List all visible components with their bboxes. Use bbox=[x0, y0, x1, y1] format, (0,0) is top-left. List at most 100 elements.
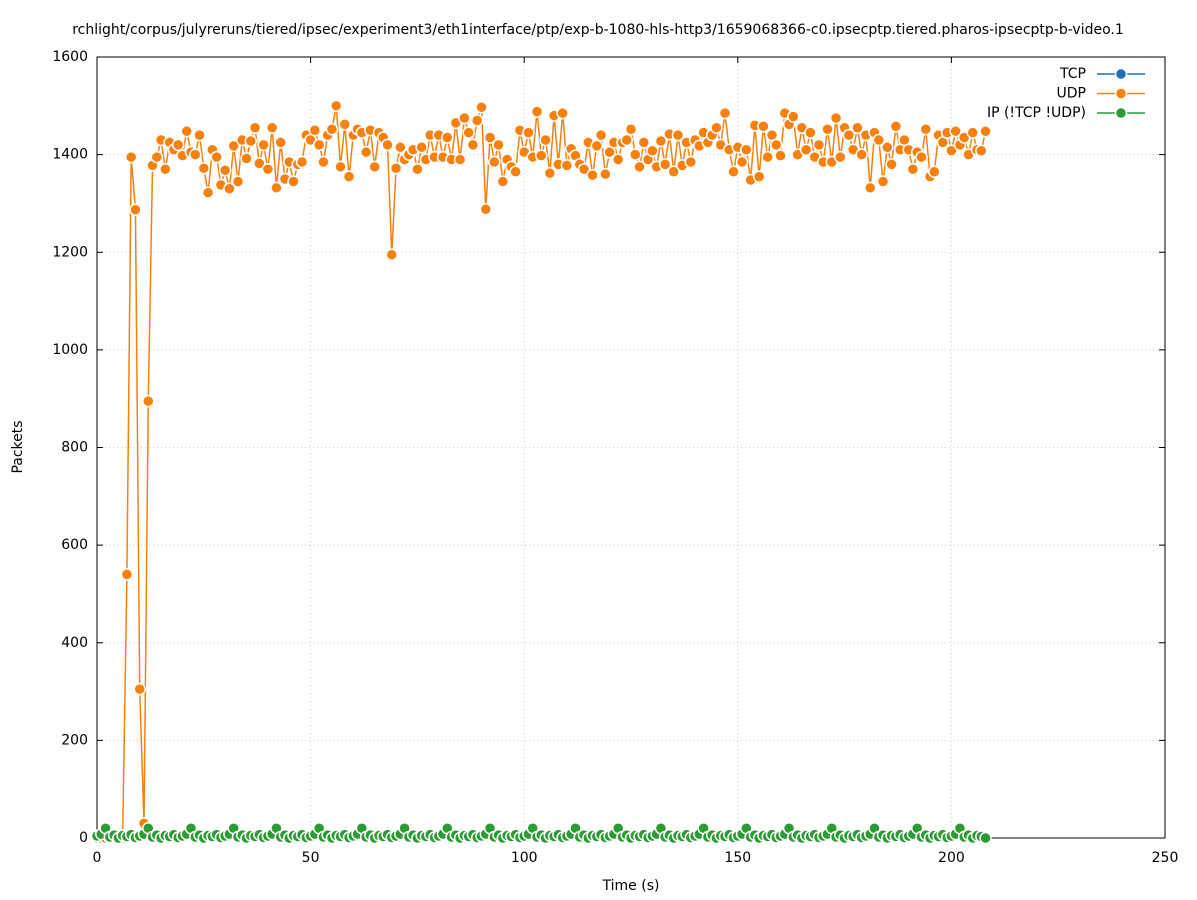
y-tick-label: 1200 bbox=[52, 244, 88, 260]
x-tick-label: 0 bbox=[93, 850, 102, 866]
y-tick-label: 1000 bbox=[52, 342, 88, 358]
data-point bbox=[556, 106, 569, 120]
data-point bbox=[150, 150, 164, 164]
chart-title: rchlight/corpus/julyreruns/tiered/ipsec/… bbox=[72, 22, 1124, 38]
data-point bbox=[761, 150, 774, 164]
data-point bbox=[124, 150, 138, 164]
data-point bbox=[142, 394, 155, 408]
data-point bbox=[201, 186, 215, 199]
data-point bbox=[787, 110, 800, 123]
data-point bbox=[496, 175, 510, 188]
data-point bbox=[671, 128, 685, 142]
data-point bbox=[197, 162, 211, 175]
data-point bbox=[979, 831, 992, 845]
data-point bbox=[906, 163, 920, 176]
data-point bbox=[735, 155, 749, 169]
y-tick-label: 600 bbox=[61, 537, 88, 553]
data-point bbox=[265, 121, 279, 135]
legend-swatch bbox=[1114, 106, 1128, 120]
data-point bbox=[129, 203, 142, 217]
data-point bbox=[624, 122, 638, 136]
data-point bbox=[633, 160, 646, 174]
data-point bbox=[270, 181, 283, 195]
data-point bbox=[945, 144, 958, 157]
data-point bbox=[710, 121, 723, 135]
data-point bbox=[411, 163, 424, 176]
data-point bbox=[329, 99, 343, 113]
data-point bbox=[799, 143, 813, 156]
x-axis-label: Time (s) bbox=[602, 878, 660, 894]
data-point bbox=[885, 158, 898, 171]
data-point bbox=[308, 123, 322, 137]
data-point bbox=[757, 120, 770, 133]
data-point bbox=[470, 114, 484, 127]
data-point bbox=[180, 124, 193, 138]
data-point bbox=[539, 133, 552, 147]
data-point bbox=[248, 121, 262, 135]
data-point bbox=[851, 121, 864, 135]
data-point bbox=[535, 149, 548, 162]
legend-swatch bbox=[1114, 67, 1128, 81]
data-point bbox=[394, 141, 407, 154]
data-point bbox=[586, 168, 599, 182]
data-point bbox=[590, 139, 604, 153]
data-point bbox=[159, 163, 172, 176]
data-point bbox=[889, 120, 903, 133]
data-point bbox=[718, 106, 732, 120]
data-point bbox=[385, 248, 399, 261]
data-point bbox=[915, 150, 928, 164]
data-point bbox=[881, 141, 894, 154]
x-tick-label: 50 bbox=[302, 850, 320, 866]
data-point bbox=[919, 122, 933, 136]
data-point bbox=[462, 126, 475, 139]
data-point bbox=[210, 150, 223, 164]
data-point bbox=[949, 124, 962, 138]
data-point bbox=[577, 163, 591, 176]
data-point bbox=[231, 175, 245, 188]
data-point bbox=[479, 203, 493, 216]
data-point bbox=[752, 170, 766, 183]
data-point bbox=[475, 101, 488, 114]
data-point bbox=[928, 165, 941, 178]
y-tick-label: 200 bbox=[61, 732, 88, 748]
x-tick-label: 150 bbox=[724, 850, 751, 866]
data-point bbox=[441, 131, 454, 144]
data-point bbox=[415, 141, 428, 154]
data-point bbox=[966, 126, 980, 139]
data-point bbox=[821, 122, 834, 136]
data-point bbox=[453, 153, 467, 166]
data-point bbox=[223, 182, 236, 196]
data-point bbox=[466, 138, 480, 152]
data-point bbox=[317, 155, 330, 169]
data-point bbox=[667, 165, 680, 178]
legend-label: IP (!TCP !UDP) bbox=[987, 105, 1086, 121]
data-point bbox=[189, 148, 202, 161]
data-point bbox=[637, 136, 651, 149]
x-tick-label: 250 bbox=[1152, 850, 1179, 866]
data-point bbox=[458, 111, 471, 125]
legend-label: TCP bbox=[1059, 66, 1086, 82]
data-point bbox=[368, 160, 381, 174]
data-point bbox=[240, 152, 253, 165]
data-point bbox=[560, 159, 574, 172]
data-point bbox=[979, 124, 992, 138]
series-line bbox=[97, 105, 987, 839]
legend-swatch bbox=[1114, 87, 1128, 100]
data-point bbox=[654, 134, 668, 148]
data-point bbox=[483, 131, 497, 144]
data-point bbox=[629, 148, 642, 161]
y-tick-label: 0 bbox=[79, 830, 88, 846]
data-point bbox=[274, 136, 287, 149]
data-point bbox=[646, 144, 659, 157]
data-point bbox=[872, 133, 886, 147]
data-point bbox=[658, 158, 672, 171]
data-point bbox=[530, 105, 544, 118]
data-point bbox=[218, 163, 232, 177]
data-point bbox=[334, 160, 347, 174]
data-point bbox=[684, 155, 698, 169]
data-point bbox=[620, 133, 633, 147]
data-point bbox=[599, 167, 612, 181]
data-point bbox=[804, 126, 817, 139]
data-point bbox=[120, 568, 134, 581]
data-point bbox=[829, 111, 843, 125]
